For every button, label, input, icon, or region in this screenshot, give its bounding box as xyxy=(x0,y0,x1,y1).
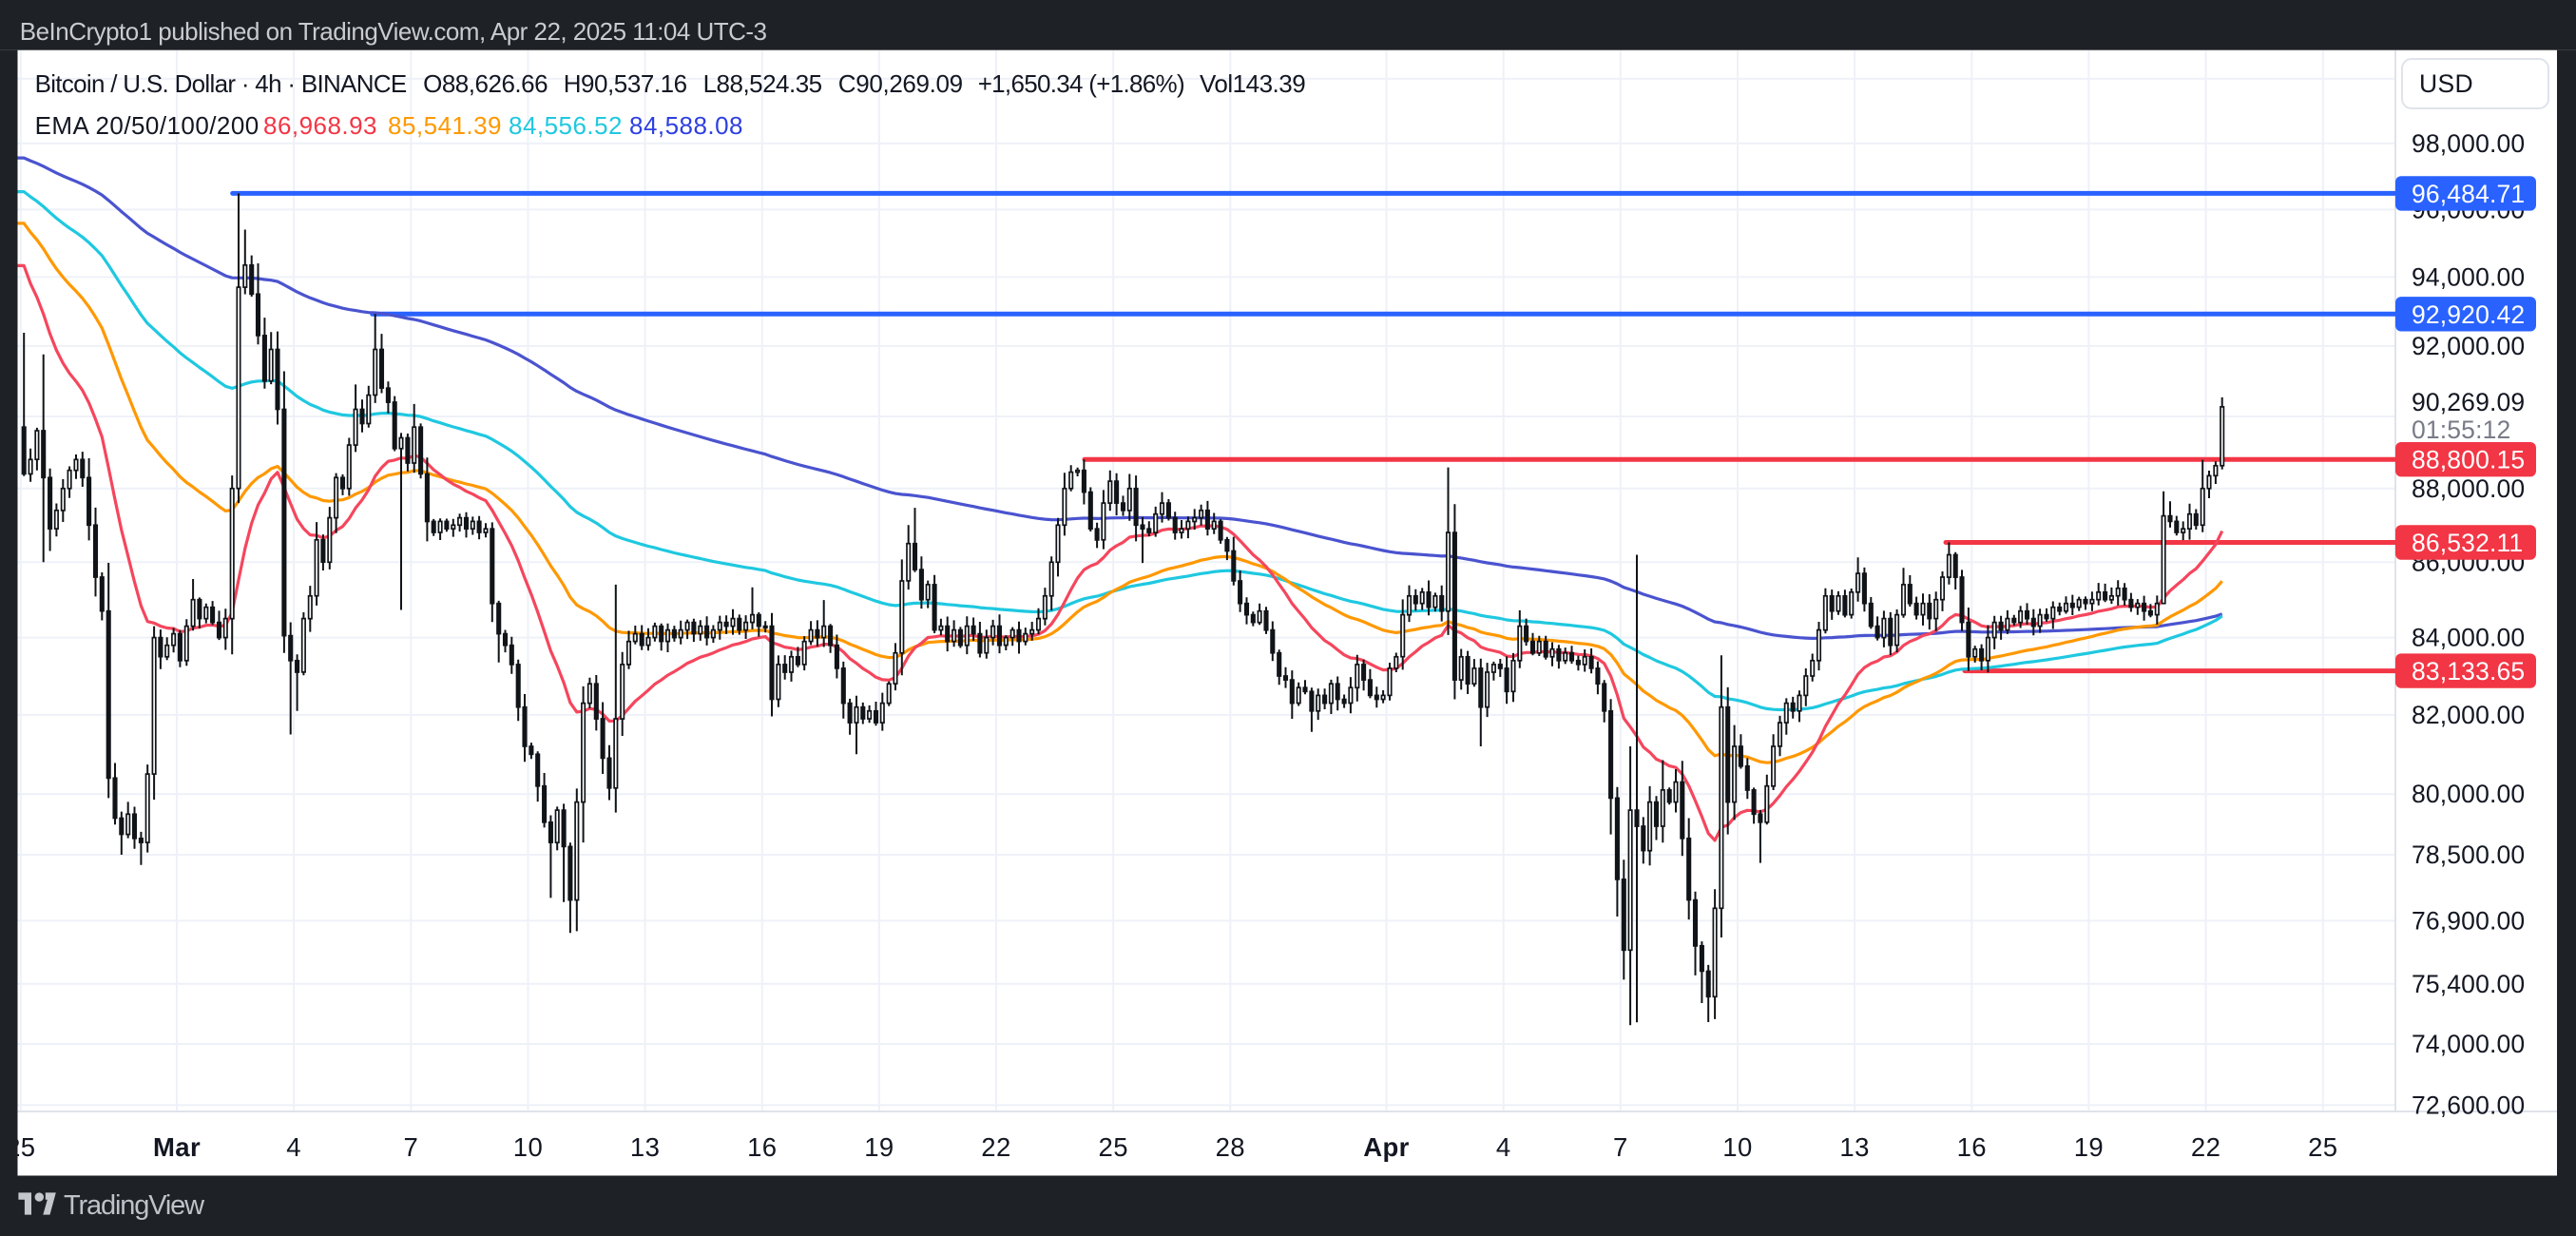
svg-text:USD: USD xyxy=(2419,69,2473,98)
svg-text:01:55:12: 01:55:12 xyxy=(2412,415,2510,444)
svg-text:4: 4 xyxy=(286,1132,301,1162)
svg-text:74,000.00: 74,000.00 xyxy=(2412,1030,2525,1058)
svg-text:88,000.00: 88,000.00 xyxy=(2412,474,2525,503)
svg-text:7: 7 xyxy=(1613,1132,1628,1162)
svg-text:10: 10 xyxy=(513,1132,543,1162)
svg-text:85,541.39: 85,541.39 xyxy=(388,111,502,140)
svg-text:76,900.00: 76,900.00 xyxy=(2412,906,2525,935)
svg-text:83,133.65: 83,133.65 xyxy=(2412,657,2525,686)
svg-text:H90,537.16: H90,537.16 xyxy=(564,69,687,98)
svg-text:84,588.08: 84,588.08 xyxy=(629,111,743,140)
svg-text:19: 19 xyxy=(864,1132,894,1162)
svg-text:84,556.52: 84,556.52 xyxy=(509,111,623,140)
svg-text:94,000.00: 94,000.00 xyxy=(2412,262,2525,291)
svg-text:82,000.00: 82,000.00 xyxy=(2412,701,2525,729)
svg-text:86,532.11: 86,532.11 xyxy=(2412,529,2523,557)
svg-text:80,000.00: 80,000.00 xyxy=(2412,780,2525,808)
svg-text:C90,269.09: C90,269.09 xyxy=(838,69,963,98)
svg-text:98,000.00: 98,000.00 xyxy=(2412,129,2525,158)
svg-text:Bitcoin / U.S. Dollar · 4h · B: Bitcoin / U.S. Dollar · 4h · BINANCE xyxy=(35,69,407,98)
svg-text:22: 22 xyxy=(981,1132,1010,1162)
svg-text:25: 25 xyxy=(1099,1132,1128,1162)
svg-text:92,000.00: 92,000.00 xyxy=(2412,332,2525,360)
svg-text:+1,650.34 (+1.86%): +1,650.34 (+1.86%) xyxy=(978,69,1184,98)
svg-text:Mar: Mar xyxy=(153,1132,201,1162)
svg-text:19: 19 xyxy=(2074,1132,2104,1162)
svg-text:16: 16 xyxy=(747,1132,777,1162)
svg-text:78,500.00: 78,500.00 xyxy=(2412,840,2525,869)
svg-text:28: 28 xyxy=(1216,1132,1245,1162)
svg-text:75,400.00: 75,400.00 xyxy=(2412,970,2525,998)
svg-text:L88,524.35: L88,524.35 xyxy=(703,69,822,98)
svg-text:13: 13 xyxy=(1839,1132,1869,1162)
svg-text:Apr: Apr xyxy=(1363,1132,1410,1162)
svg-text:96,484.71: 96,484.71 xyxy=(2412,180,2525,208)
svg-text:O88,626.66: O88,626.66 xyxy=(423,69,548,98)
svg-text:84,000.00: 84,000.00 xyxy=(2412,624,2525,652)
svg-text:EMA 20/50/100/200: EMA 20/50/100/200 xyxy=(35,111,260,140)
svg-text:22: 22 xyxy=(2191,1132,2220,1162)
svg-text:TradingView: TradingView xyxy=(64,1190,205,1221)
svg-text:16: 16 xyxy=(1957,1132,1987,1162)
svg-text:25: 25 xyxy=(2308,1132,2337,1162)
svg-text:BeInCrypto1 published on Tradi: BeInCrypto1 published on TradingView.com… xyxy=(20,17,767,46)
svg-text:88,800.15: 88,800.15 xyxy=(2412,446,2525,474)
svg-text:Vol143.39: Vol143.39 xyxy=(1200,69,1305,98)
svg-text:86,968.93: 86,968.93 xyxy=(263,111,377,140)
svg-text:92,920.42: 92,920.42 xyxy=(2412,300,2525,329)
svg-text:4: 4 xyxy=(1496,1132,1511,1162)
svg-text:72,600.00: 72,600.00 xyxy=(2412,1091,2525,1119)
svg-text:10: 10 xyxy=(1722,1132,1752,1162)
svg-text:13: 13 xyxy=(630,1132,660,1162)
svg-text:90,269.09: 90,269.09 xyxy=(2412,388,2525,416)
svg-text:7: 7 xyxy=(403,1132,418,1162)
